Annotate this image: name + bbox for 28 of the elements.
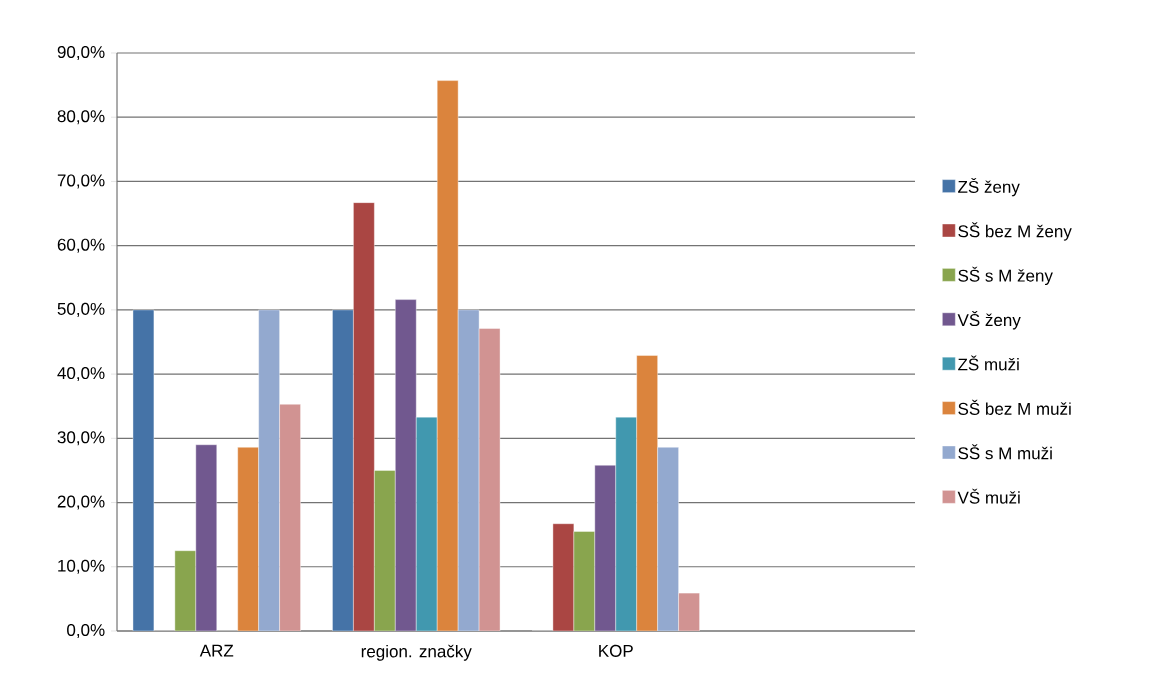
- legend-label: VŠ muži: [957, 488, 1020, 504]
- bar: [416, 416, 438, 631]
- y-tick-label: 0,0%: [67, 623, 105, 638]
- y-tick-label: 40,0%: [57, 367, 105, 382]
- legend-label: SŠ s M ženy: [958, 266, 1053, 286]
- bar: [353, 202, 375, 631]
- legend-label: SŠ s M muži: [958, 444, 1052, 460]
- y-tick-label: 20,0%: [57, 495, 105, 510]
- y-tick-label: 60,0%: [57, 238, 105, 253]
- legend-label: SŠ bez M ženy: [958, 222, 1072, 241]
- x-tick-label: region. značky: [361, 644, 472, 661]
- legend-label: ZŠ ženy: [958, 177, 1020, 197]
- legend-label: VŠ ženy: [957, 311, 1021, 330]
- legend-label: ZŠ muži: [958, 355, 1019, 371]
- bar: [552, 523, 575, 631]
- y-tick-label: 90,0%: [57, 45, 105, 61]
- x-tick-label: ARZ: [199, 644, 234, 657]
- y-tick-label: 80,0%: [57, 110, 105, 125]
- bar: [615, 416, 637, 631]
- y-tick-label: 50,0%: [57, 302, 105, 317]
- y-tick-label: 70,0%: [57, 174, 105, 189]
- bar: [374, 470, 396, 631]
- y-tick-label: 10,0%: [58, 559, 105, 574]
- bar: [332, 309, 354, 631]
- x-tick-label: KOP: [599, 644, 633, 657]
- legend-label: SŠ bez M muži: [958, 399, 1071, 415]
- y-tick-label: 30,0%: [57, 431, 105, 446]
- bar: [132, 309, 155, 631]
